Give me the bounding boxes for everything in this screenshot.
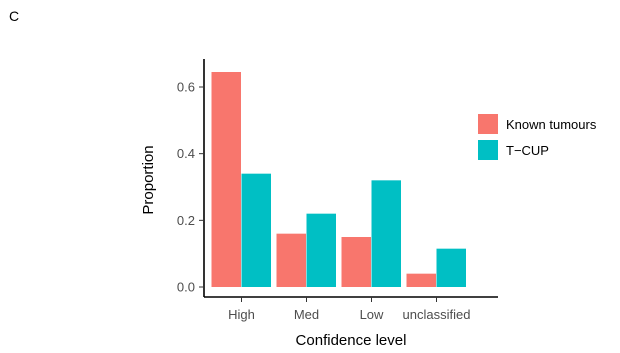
- y-tick-label: 0.0: [177, 280, 195, 295]
- legend: Known tumours T−CUP: [478, 114, 597, 160]
- bar-3-1: [436, 248, 466, 287]
- x-tick-label: High: [228, 307, 255, 322]
- bar-0-0: [211, 72, 241, 287]
- x-tick-label: Low: [360, 307, 384, 322]
- legend-swatch: [478, 140, 498, 160]
- legend-label: Known tumours: [506, 117, 597, 132]
- bar-1-0: [276, 233, 306, 287]
- y-tick-label: 0.2: [177, 213, 195, 228]
- x-tick-label: unclassified: [403, 307, 471, 322]
- x-ticks-group: High Med Low unclassified: [228, 297, 470, 322]
- bars-group: [211, 72, 466, 287]
- bar-0-1: [241, 173, 271, 287]
- bar-2-1: [371, 180, 401, 287]
- x-axis-title: Confidence level: [296, 332, 407, 349]
- y-tick-label: 0.4: [177, 146, 195, 161]
- y-tick-label: 0.6: [177, 80, 195, 95]
- y-axis-title: Proportion: [140, 145, 157, 214]
- bar-3-0: [406, 273, 436, 287]
- y-ticks-group: 0.0 0.2 0.4 0.6: [177, 80, 204, 295]
- panel-letter: C: [9, 8, 20, 24]
- legend-label: T−CUP: [506, 143, 549, 158]
- x-tick-label: Med: [294, 307, 319, 322]
- legend-swatch: [478, 114, 498, 134]
- bar-2-0: [341, 237, 371, 287]
- bar-1-1: [306, 213, 336, 287]
